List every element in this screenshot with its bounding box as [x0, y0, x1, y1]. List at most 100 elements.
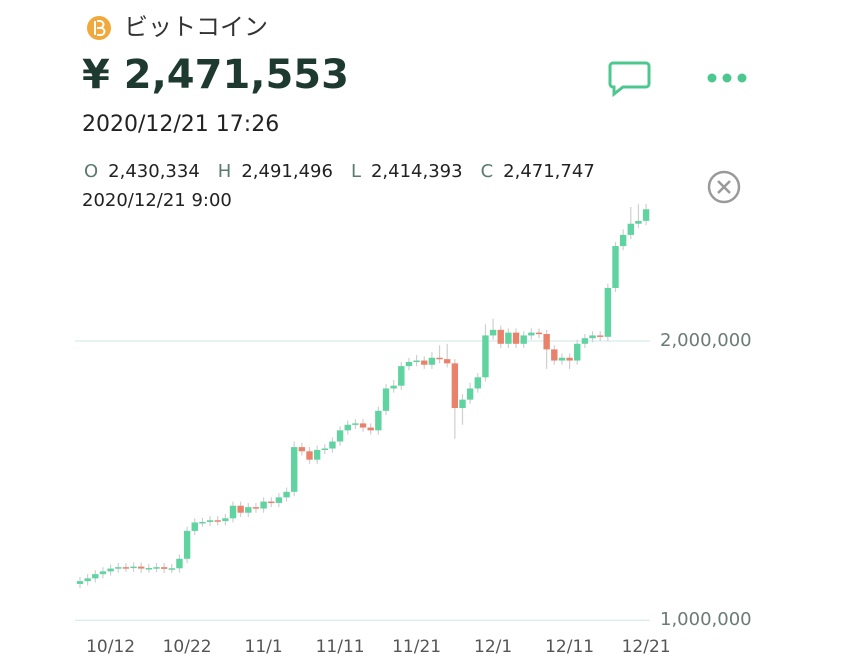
candle-body	[260, 501, 267, 509]
comment-button[interactable]	[608, 61, 651, 98]
candle-body	[505, 332, 512, 344]
candle-body	[558, 357, 566, 361]
y-tick-label: 2,000,000	[660, 330, 752, 351]
candle-body	[451, 363, 459, 409]
x-tick-label: 11/11	[316, 637, 365, 657]
candle-body	[153, 567, 160, 569]
price: ¥ 2,471,553	[82, 52, 349, 98]
candle-body	[543, 334, 550, 350]
ohlc-letter: H	[218, 161, 232, 182]
candle-body	[306, 451, 313, 460]
candle-body	[642, 209, 650, 221]
candle-body	[84, 578, 91, 582]
candle-body	[436, 357, 443, 360]
candle-body	[76, 581, 84, 584]
candle-body	[206, 520, 214, 522]
candle-body	[619, 234, 627, 247]
candle-body	[107, 568, 114, 572]
candle-body	[352, 423, 359, 425]
candle-body	[176, 558, 183, 569]
candle-body	[597, 335, 604, 337]
candle-body	[405, 361, 413, 367]
candle-body	[145, 568, 153, 570]
candle-body	[115, 567, 122, 569]
candle-body	[612, 246, 619, 288]
candle-body	[489, 329, 497, 336]
candle-body	[199, 521, 206, 524]
candle-body	[528, 332, 535, 336]
candle-body	[122, 567, 130, 569]
datetime: 2020/12/21 17:26	[82, 112, 279, 137]
candle-body	[138, 566, 145, 569]
candle-body	[566, 357, 573, 361]
candle-body	[336, 430, 344, 442]
candle-body	[275, 497, 283, 503]
candle-body	[130, 566, 137, 569]
candle-body	[291, 447, 298, 492]
candle-body	[313, 449, 321, 460]
candle-body	[482, 335, 489, 378]
candle-body	[459, 399, 466, 409]
y-tick-label: 1,000,000	[660, 609, 752, 630]
candle-body	[222, 518, 229, 522]
candle-body	[183, 530, 191, 559]
ohlc-value: 2,414,393	[371, 161, 463, 182]
candle-body	[168, 568, 175, 570]
more-button[interactable]	[707, 73, 747, 83]
candle-body	[497, 329, 504, 344]
candle-body	[245, 507, 252, 513]
candle-body	[421, 360, 428, 365]
candle-body	[444, 359, 451, 364]
ohlc-letter: C	[481, 161, 494, 182]
x-tick-label: 10/12	[86, 637, 135, 657]
candle-body	[367, 427, 374, 431]
candle-body	[512, 332, 520, 344]
candle-body	[329, 441, 336, 449]
candle-body	[298, 447, 306, 452]
x-tick-label: 10/22	[163, 637, 212, 657]
x-tick-label: 12/11	[545, 637, 594, 657]
candle-body	[390, 385, 397, 389]
candle-body	[191, 522, 198, 531]
candle-body	[252, 507, 260, 509]
candle-body	[344, 424, 351, 431]
candle-body	[520, 335, 527, 344]
candle-body	[160, 567, 168, 569]
candle-body	[627, 223, 634, 235]
candle-body	[574, 343, 581, 361]
candle-body	[413, 360, 420, 363]
candle-body	[589, 335, 596, 339]
candle-body	[99, 571, 107, 575]
candle-body	[535, 332, 543, 335]
coin-name: ビットコイン	[124, 13, 268, 41]
candle-body	[214, 520, 221, 522]
candle-body	[551, 349, 558, 361]
x-tick-label: 12/1	[474, 637, 512, 657]
ohlc-value: 2,430,334	[108, 161, 200, 182]
ohlc-value: 2,471,747	[503, 161, 595, 182]
x-tick-label: 11/1	[245, 637, 283, 657]
x-tick-label: 11/21	[392, 637, 441, 657]
close-button[interactable]	[707, 170, 741, 204]
candle-body	[375, 410, 382, 431]
candle-body	[229, 505, 237, 519]
candle-body	[604, 287, 612, 337]
candle-time: 2020/12/21 9:00	[82, 190, 232, 211]
candle-body	[359, 423, 367, 428]
ohlc-letter: L	[351, 161, 361, 182]
candle-body	[466, 388, 474, 400]
ohlc-value: 2,491,496	[241, 161, 333, 182]
candle-body	[428, 357, 436, 365]
x-tick-label: 12/21	[622, 637, 671, 657]
candle-body	[237, 505, 244, 513]
candle-body	[268, 501, 275, 504]
candle-body	[635, 220, 642, 224]
coin-icon	[87, 16, 111, 40]
candle-body	[581, 338, 589, 344]
candle-body	[398, 366, 405, 386]
ohlc-row: O 2,430,334 H 2,491,496 L 2,414,393 C 2,471,747	[84, 161, 595, 182]
candle-body	[474, 377, 481, 389]
plot: 1,000,000 2,000,000 10/12 10/22 11/1 11/11 11/…	[75, 203, 752, 657]
